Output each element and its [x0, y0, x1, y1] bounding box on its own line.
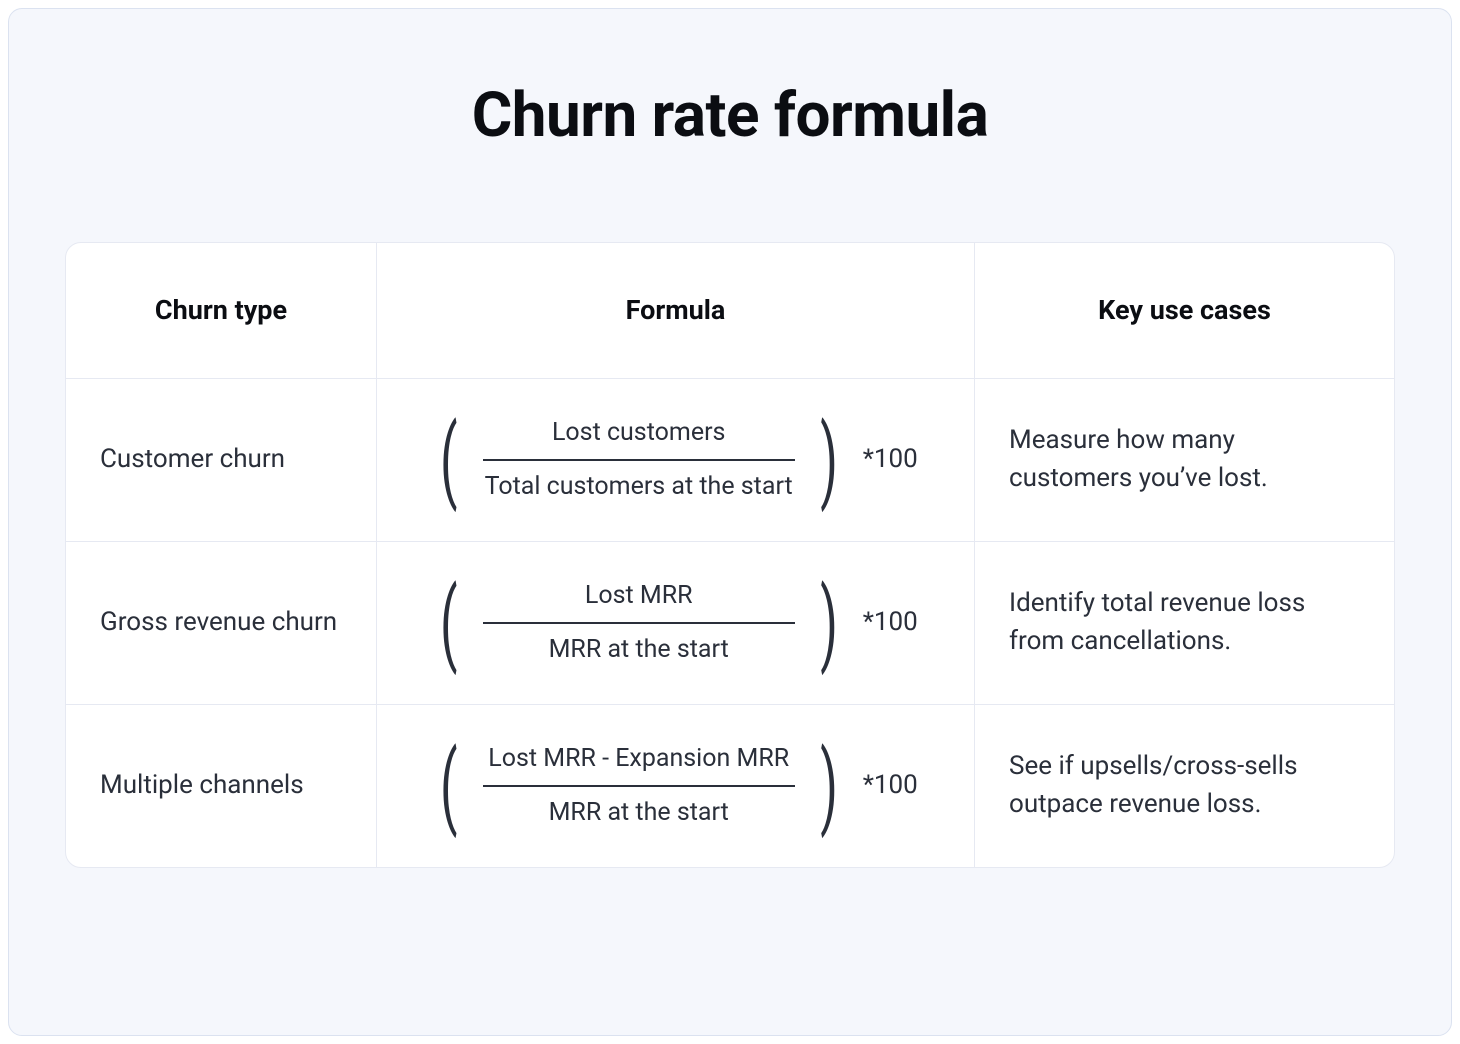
formula-suffix: *100 — [863, 441, 918, 479]
fraction-denominator: MRR at the start — [549, 632, 729, 668]
fraction: Lost MRR MRR at the start — [479, 578, 799, 668]
formula-table: Churn type Formula Key use cases Custome… — [65, 242, 1395, 868]
cell-usecase: Measure how many customers you’ve lost. — [974, 379, 1394, 541]
col-header-usecase: Key use cases — [974, 243, 1394, 378]
cell-formula: ( Lost MRR - Expansion MRR MRR at the st… — [376, 705, 974, 867]
cell-type: Gross revenue churn — [66, 542, 376, 704]
cell-type: Customer churn — [66, 379, 376, 541]
paren-open-icon: ( — [440, 752, 457, 821]
fraction: Lost MRR - Expansion MRR MRR at the star… — [479, 741, 799, 831]
cell-formula: ( Lost customers Total customers at the … — [376, 379, 974, 541]
paren-open-icon: ( — [440, 589, 457, 658]
table-row: Gross revenue churn ( Lost MRR MRR at th… — [66, 542, 1394, 705]
paren-close-icon: ) — [820, 752, 838, 821]
infographic-frame: Churn rate formula Churn type Formula Ke… — [8, 8, 1452, 1036]
paren-open-icon: ( — [440, 426, 457, 495]
fraction-line — [483, 785, 795, 787]
fraction: Lost customers Total customers at the st… — [479, 415, 799, 505]
fraction-line — [483, 622, 795, 624]
paren-close-icon: ) — [820, 426, 838, 495]
col-header-type: Churn type — [66, 243, 376, 378]
fraction-numerator: Lost MRR - Expansion MRR — [488, 741, 789, 777]
formula-suffix: *100 — [863, 767, 918, 805]
table-header-row: Churn type Formula Key use cases — [66, 243, 1394, 379]
fraction-denominator: MRR at the start — [549, 795, 729, 831]
paren-close-icon: ) — [820, 589, 838, 658]
cell-formula: ( Lost MRR MRR at the start ) *100 — [376, 542, 974, 704]
cell-type: Multiple channels — [66, 705, 376, 867]
table-row: Multiple channels ( Lost MRR - Expansion… — [66, 705, 1394, 867]
fraction-denominator: Total customers at the start — [485, 469, 793, 505]
fraction-numerator: Lost MRR — [585, 578, 693, 614]
formula-suffix: *100 — [863, 604, 918, 642]
fraction-numerator: Lost customers — [552, 415, 726, 451]
col-header-formula: Formula — [376, 243, 974, 378]
fraction-line — [483, 459, 795, 461]
cell-usecase: See if upsells/cross-sells outpace reven… — [974, 705, 1394, 867]
page-title: Churn rate formula — [472, 79, 989, 152]
cell-usecase: Identify total revenue loss from cancell… — [974, 542, 1394, 704]
table-row: Customer churn ( Lost customers Total cu… — [66, 379, 1394, 542]
